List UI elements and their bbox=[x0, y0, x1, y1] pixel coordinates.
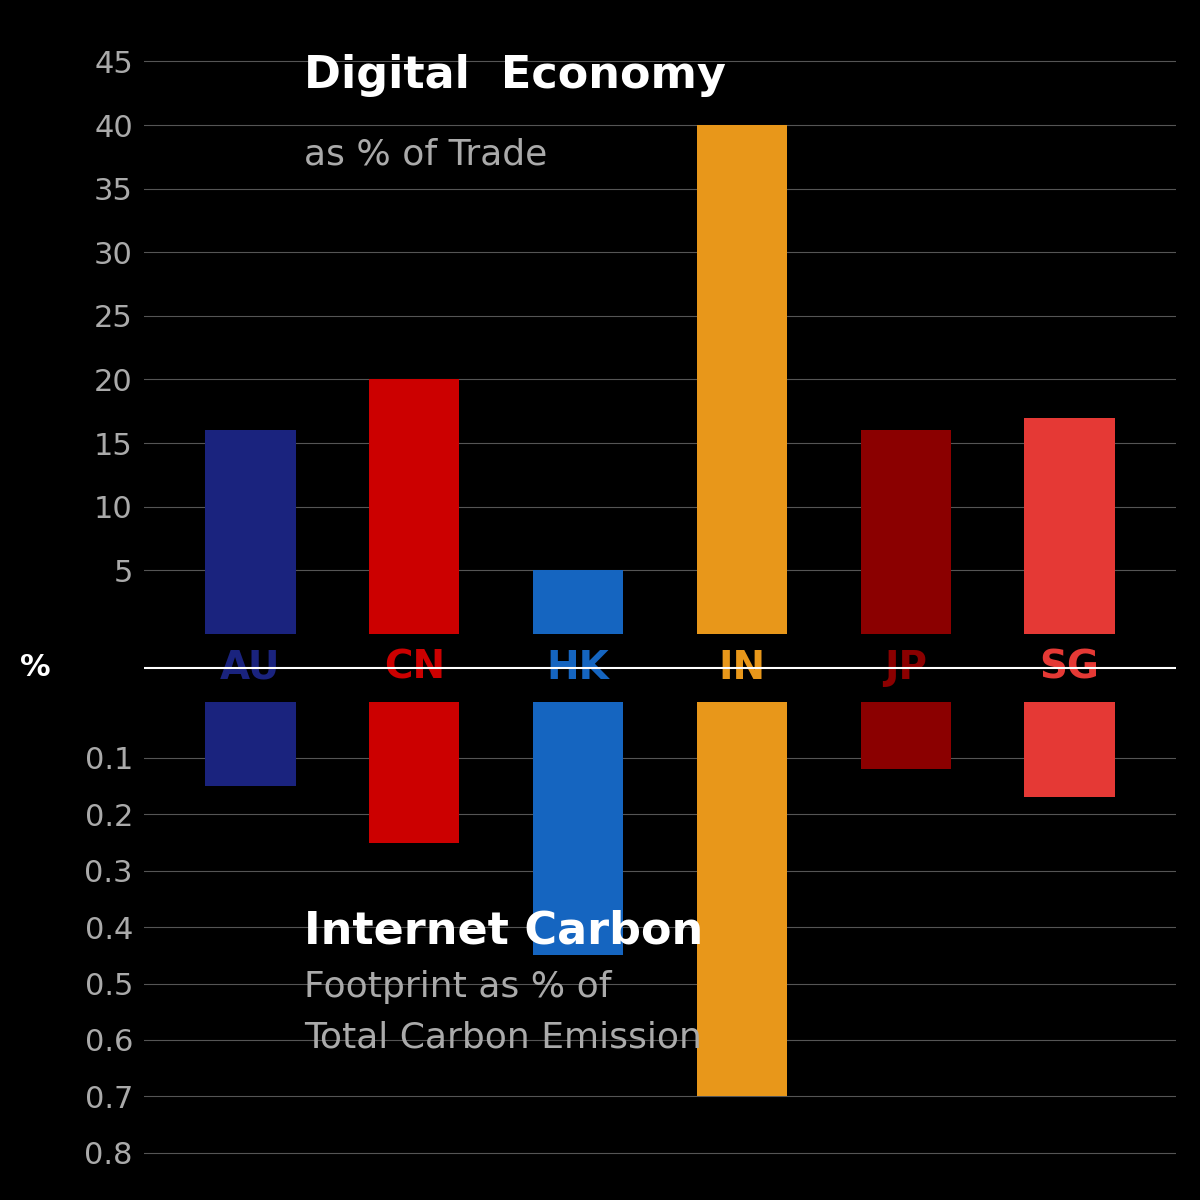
Bar bbox=[533, 570, 623, 634]
Bar bbox=[860, 431, 950, 634]
Bar bbox=[1025, 702, 1115, 797]
Text: as % of Trade: as % of Trade bbox=[304, 138, 547, 172]
Bar bbox=[370, 702, 460, 842]
Bar bbox=[697, 702, 787, 1097]
Text: SG: SG bbox=[1039, 649, 1099, 686]
Bar bbox=[205, 702, 295, 786]
Text: JP: JP bbox=[884, 649, 928, 686]
Bar bbox=[1025, 418, 1115, 634]
Text: Internet Carbon: Internet Carbon bbox=[304, 910, 703, 953]
Bar bbox=[370, 379, 460, 634]
Bar bbox=[205, 431, 295, 634]
Text: HK: HK bbox=[547, 649, 610, 686]
Text: CN: CN bbox=[384, 649, 445, 686]
Bar bbox=[533, 702, 623, 955]
Text: Digital  Economy: Digital Economy bbox=[304, 54, 726, 97]
Bar bbox=[697, 125, 787, 634]
Bar bbox=[860, 702, 950, 769]
Text: AU: AU bbox=[221, 649, 281, 686]
Text: IN: IN bbox=[719, 649, 766, 686]
Text: Total Carbon Emission: Total Carbon Emission bbox=[304, 1021, 702, 1055]
Text: %: % bbox=[20, 653, 50, 682]
Text: Footprint as % of: Footprint as % of bbox=[304, 970, 612, 1003]
